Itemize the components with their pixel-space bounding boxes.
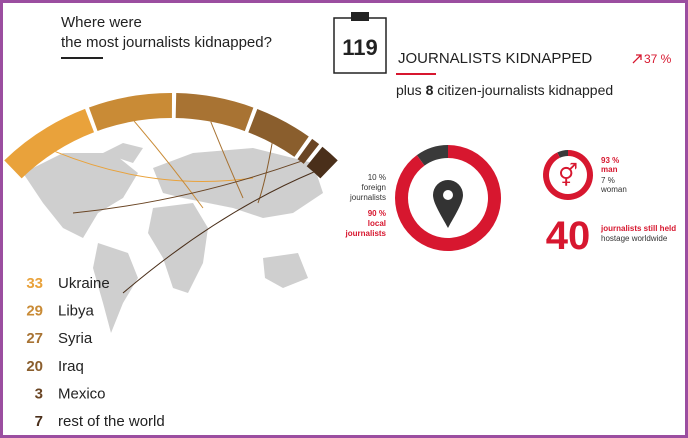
hostage-label: journalists still held: [600, 224, 676, 233]
woman-pct: 7 %: [601, 176, 615, 185]
local-label: local: [368, 219, 386, 228]
woman-label: woman: [600, 185, 627, 194]
arrow-up: [632, 54, 642, 64]
foreign-label: journalists: [349, 193, 386, 202]
unit: %: [379, 209, 386, 218]
local-value: 90: [368, 209, 377, 218]
link-curve: [55, 151, 254, 182]
country-name: rest of the world: [58, 413, 165, 430]
country-count: 20: [26, 358, 43, 375]
country-arc: [175, 93, 254, 132]
man-label: man: [601, 165, 618, 174]
unit: %: [612, 156, 619, 165]
country-arc: [4, 108, 95, 179]
change: 37 %: [644, 52, 672, 66]
donut-segment: [557, 150, 568, 158]
citizen-suffix: citizen-journalists kidnapped: [437, 82, 613, 98]
country-count: 27: [26, 330, 43, 347]
hostage-label: hostage worldwide: [601, 234, 668, 243]
world-map: [23, 143, 323, 333]
country-arc: [88, 93, 173, 131]
link-curve: [210, 121, 244, 199]
woman-value: 7: [601, 176, 606, 185]
link-curve: [133, 120, 204, 209]
country-arc: [248, 109, 309, 157]
foreign-label: foreign: [362, 183, 386, 192]
country-name: Libya: [58, 303, 95, 320]
country-name: Iraq: [58, 358, 84, 375]
local-label: journalists: [345, 229, 387, 238]
total-value: 119: [342, 35, 378, 60]
hostage-value: 40: [546, 214, 591, 258]
total-label: JOURNALISTS KIDNAPPED: [398, 50, 592, 67]
donut-segment: [416, 145, 448, 166]
country-arc: [306, 146, 338, 179]
citizen-prefix: plus: [396, 82, 422, 98]
country-count: 7: [35, 413, 43, 430]
foreign-pct: 10 %: [368, 173, 386, 182]
gender-icon: ⚥: [558, 162, 578, 188]
citizen-value: 8: [426, 82, 434, 98]
country-arc: [297, 138, 320, 164]
question: Where were: [61, 14, 142, 31]
country-count: 3: [35, 385, 43, 402]
country-count: 33: [26, 275, 43, 292]
unit: %: [608, 176, 615, 185]
unit: %: [379, 173, 386, 182]
link-curve: [122, 171, 314, 294]
link-curve: [257, 143, 273, 204]
country-name: Mexico: [58, 385, 106, 402]
citizen: plus 8 citizen-journalists kidnapped: [396, 82, 613, 98]
country-name: Syria: [58, 330, 93, 347]
local-pct: 90 %: [368, 209, 386, 218]
man-pct: 93 %: [601, 156, 619, 165]
foreign-value: 10: [368, 173, 377, 182]
clip: [351, 12, 369, 21]
pin-hole: [443, 190, 453, 200]
country-name: Ukraine: [58, 275, 110, 292]
country-count: 29: [26, 303, 43, 320]
question: the most journalists kidnapped?: [61, 34, 272, 51]
canvas: Where were the most journalists kidnappe…: [4, 12, 676, 430]
man-value: 93: [601, 156, 610, 165]
pin-icon: [433, 180, 463, 228]
link-curve: [72, 160, 301, 214]
